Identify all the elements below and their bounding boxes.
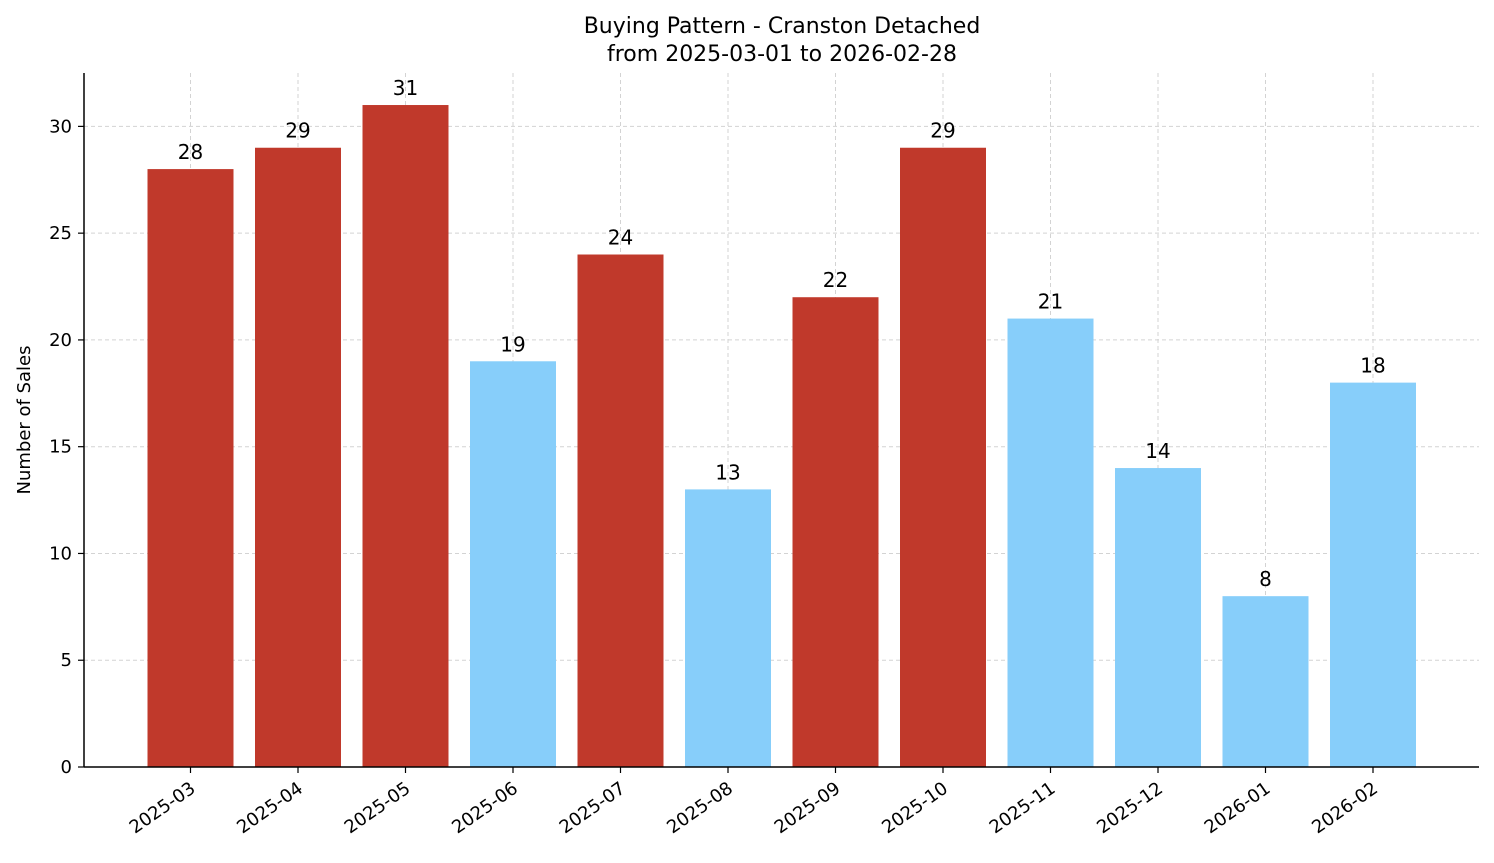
data-label-2025-10: 29 <box>930 119 955 143</box>
chart-subtitle: from 2025-03-01 to 2026-02-28 <box>607 42 957 67</box>
y-axis-label: Number of Sales <box>14 345 35 494</box>
bar-2025-03 <box>147 169 234 768</box>
x-tick-label-2025-11: 2025-11 <box>986 778 1060 838</box>
bar-2025-08 <box>685 489 771 767</box>
bar-2026-01 <box>1222 596 1309 767</box>
x-tick-label-2026-02: 2026-02 <box>1308 778 1382 838</box>
data-label-2025-11: 21 <box>1038 290 1063 314</box>
y-tick-label: 5 <box>61 650 72 671</box>
axes-layer <box>83 73 1479 768</box>
x-tick-label-2025-12: 2025-12 <box>1093 778 1167 838</box>
data-label-2025-06: 19 <box>500 332 525 356</box>
data-label-2025-08: 13 <box>715 460 740 484</box>
x-tick-label-2025-03: 2025-03 <box>126 778 200 838</box>
y-tick-label: 30 <box>49 116 72 137</box>
y-ticks-layer: 0 5 10 15 20 25 30 <box>49 116 84 778</box>
x-tick-label-2025-10: 2025-10 <box>878 778 952 838</box>
x-tick-label-2025-09: 2025-09 <box>771 778 845 838</box>
bar-2025-04 <box>255 147 341 767</box>
y-tick-label: 25 <box>49 223 72 244</box>
chart-title: Buying Pattern - Cranston Detached <box>584 14 981 39</box>
bar-2025-12 <box>1115 468 1201 767</box>
x-ticks-layer: 2025-03 2025-04 2025-05 2025-06 2025-07 2025-… <box>126 767 1382 838</box>
y-tick-label: 0 <box>61 757 72 778</box>
bars-layer <box>147 105 1416 768</box>
bar-2025-09 <box>792 297 879 767</box>
data-labels-layer: 28 29 31 19 24 13 22 29 21 14 8 18 <box>178 76 1386 591</box>
bar-2025-06 <box>470 361 556 767</box>
data-label-2025-04: 29 <box>285 119 310 143</box>
bar-2025-07 <box>577 254 664 767</box>
data-label-2025-09: 22 <box>823 268 848 292</box>
y-tick-label: 15 <box>49 437 72 458</box>
bar-2026-02 <box>1330 382 1416 767</box>
data-label-2025-07: 24 <box>608 226 633 250</box>
data-label-2026-01: 8 <box>1259 567 1272 591</box>
bar-2025-05 <box>362 105 449 768</box>
x-tick-label-2025-08: 2025-08 <box>663 778 737 838</box>
data-label-2026-02: 18 <box>1360 354 1385 378</box>
y-tick-label: 10 <box>49 543 72 564</box>
y-tick-label: 20 <box>49 330 72 351</box>
x-tick-label-2025-05: 2025-05 <box>341 778 415 838</box>
bar-2025-10 <box>900 147 986 767</box>
x-tick-label-2025-07: 2025-07 <box>556 778 630 838</box>
data-label-2025-05: 31 <box>393 76 418 100</box>
x-tick-label-2025-06: 2025-06 <box>448 778 522 838</box>
data-label-2025-12: 14 <box>1145 439 1170 463</box>
data-label-2025-03: 28 <box>178 140 203 164</box>
x-tick-label-2026-01: 2026-01 <box>1201 778 1275 838</box>
bar-2025-11 <box>1007 318 1094 767</box>
x-tick-label-2025-04: 2025-04 <box>233 778 307 838</box>
